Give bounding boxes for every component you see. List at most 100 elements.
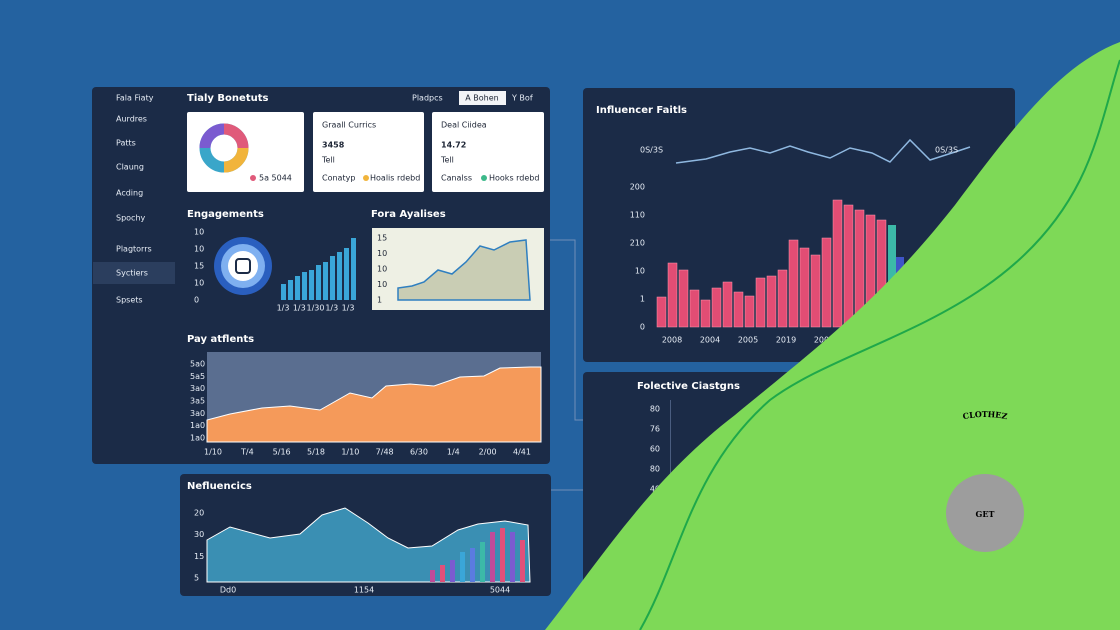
tick-label: 1a0 (190, 421, 205, 430)
tick-label: 5a5 (190, 372, 205, 381)
tick-label: 200 (630, 183, 645, 192)
logo-badge-text: GET (976, 509, 995, 519)
tick-label: 4/41 (513, 448, 531, 457)
tick-label: 10 (194, 245, 204, 254)
ring (228, 251, 258, 281)
section-title: Engagements (187, 209, 264, 220)
section-title: Pay atflents (187, 334, 254, 345)
section-title: Folective Ciastgns (637, 381, 740, 392)
tick-label: 2019 (776, 336, 796, 345)
brand-curve (639, 59, 1120, 630)
card (432, 112, 544, 192)
tick-label: 2/00 (479, 448, 497, 457)
card-sub: Tell (321, 156, 335, 165)
sidebar-item: Plagtorrs (116, 245, 152, 254)
tick-label: 40 (650, 485, 660, 494)
card-value: 14.72 (441, 141, 466, 150)
legend-dot (250, 175, 256, 181)
tick-label: 30 (194, 530, 204, 539)
sidebar-item: Aurdres (116, 115, 147, 124)
tick-label: 10 (377, 280, 387, 289)
bar (888, 225, 896, 327)
sidebar-item: Fala Fiaty (116, 94, 154, 103)
tick-label: 15 (377, 234, 387, 243)
tick-label: 20 (194, 509, 204, 518)
tick-label: 7/48 (376, 448, 394, 457)
tick-label: 1a0 (190, 434, 205, 443)
tick-label: 10 (377, 249, 387, 258)
tick-label: 1 (377, 296, 382, 305)
card-title: Graall Currics (322, 121, 376, 130)
tick-label: 1/3 (277, 304, 290, 313)
sidebar-item: Syctiers (116, 269, 148, 278)
header-control: Pladpcs (412, 94, 443, 103)
tick-label: T/4 (240, 448, 254, 457)
tick-label: 5/16 (273, 448, 291, 457)
section-title: Influencer Faitls (596, 105, 687, 116)
legend-dot (481, 175, 487, 181)
tick-label: 2005 (738, 336, 758, 345)
tick-label: Dd0 (220, 586, 236, 595)
icon (235, 258, 251, 274)
donut (199, 123, 249, 173)
tick-label: 10 (194, 279, 204, 288)
card-title: Deal Ciidea (441, 121, 487, 130)
mini-bars (281, 238, 356, 300)
card-sub: Tell (440, 156, 454, 165)
tick-label: 80 (650, 405, 660, 414)
card-label: Hoalis rdebd (370, 174, 420, 183)
card-value: 3458 (322, 141, 345, 150)
sidebar-active (93, 262, 175, 284)
mini-bars (430, 528, 525, 582)
tick-label: 5/18 (307, 448, 325, 457)
tick-label: 1/3 (325, 304, 338, 313)
tick-label: 3a0 (190, 384, 205, 393)
tick-label: 1/3 (293, 304, 306, 313)
sidebar-item: Spochy (116, 214, 146, 223)
sidebar-item: Acding (116, 189, 143, 198)
bars (656, 199, 887, 328)
tick-label: 210 (630, 239, 645, 248)
tick-label: 15 (194, 552, 204, 561)
tick-label: 60 (650, 445, 660, 454)
tick-label: 1/4 (447, 448, 460, 457)
sidebar-item: Spsets (116, 296, 143, 305)
line (675, 138, 971, 164)
legend-dot (363, 175, 369, 181)
tick-label: 15 (194, 262, 204, 271)
tick-label: 2008 (662, 336, 682, 345)
tick-label: 3a5 (190, 397, 205, 406)
tick-label: 0 (640, 323, 645, 332)
tick-label: 1/30 (307, 304, 325, 313)
tick-label: 76 (650, 425, 660, 434)
tick-label: 5 (194, 574, 199, 583)
card-legend: 5a 5044 (259, 174, 292, 183)
tick-label: 5a0 (190, 360, 205, 369)
tick-label: 1/10 (204, 448, 222, 457)
card-label: Hooks rdebd (489, 174, 539, 183)
section-title: Nefluencics (187, 481, 252, 492)
area (206, 507, 531, 583)
logo-arc: CLOTHEZ (962, 409, 1009, 421)
tick-label: 1 (640, 295, 645, 304)
tick-label: 3a0 (190, 409, 205, 418)
header-control: Y Bof (511, 94, 533, 103)
connector (550, 239, 583, 491)
tick-label: 1/10 (341, 448, 359, 457)
tick-label: 6/30 (410, 448, 428, 457)
line-label: 0S/3S (935, 146, 958, 155)
tick-label: 10 (377, 265, 387, 274)
tick-label: 1/3 (342, 304, 355, 313)
card-label: Conatyp (322, 174, 355, 183)
control-button[interactable] (459, 91, 506, 105)
axis (670, 400, 671, 500)
header-control: A Bohen (465, 94, 498, 103)
donut-slice (199, 123, 225, 149)
area (206, 366, 542, 443)
header-title: Tialy Bonetuts (187, 93, 268, 104)
tick-label: 0 (194, 296, 199, 305)
logo-badge (946, 474, 1024, 552)
donut-slice (223, 147, 249, 173)
logo-arc-text: CLOTHEZ (962, 409, 1009, 421)
